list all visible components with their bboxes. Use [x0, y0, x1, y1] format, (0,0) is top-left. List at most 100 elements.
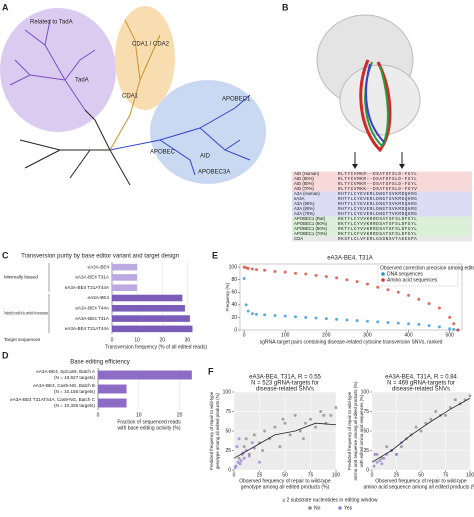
point	[468, 394, 472, 398]
point	[376, 320, 380, 324]
point	[395, 452, 398, 456]
bar	[98, 384, 127, 394]
point	[334, 406, 338, 410]
category-label: eA3A-BE4 T31A	[75, 275, 110, 280]
y-tick-label: 0	[234, 327, 237, 333]
point	[233, 466, 237, 470]
point	[407, 322, 411, 326]
y-tick-label: 25	[363, 448, 369, 454]
point	[365, 319, 369, 323]
alignment-row	[292, 226, 472, 232]
row-sequence: RHTYLCYEVERLDNGTTVKMDQHRG	[338, 212, 417, 217]
point	[427, 324, 431, 328]
alignment-row	[292, 201, 472, 207]
point	[254, 268, 258, 272]
x-tick-label: 20	[160, 337, 166, 343]
point	[242, 276, 246, 280]
point	[298, 429, 302, 433]
point	[424, 421, 428, 425]
row-sequence: RKSFLCLVFERLGSSNSVTAEEGPA	[338, 237, 417, 242]
x-tick-label: 200	[322, 332, 331, 338]
point	[355, 280, 359, 284]
point	[304, 272, 308, 276]
point	[283, 270, 287, 274]
y-tick-label: 50	[225, 428, 231, 434]
point	[236, 460, 240, 464]
cluster	[0, 8, 116, 132]
alignment-row	[292, 211, 472, 217]
branch	[109, 39, 141, 151]
point	[244, 437, 248, 441]
x-tick-label: 75	[308, 472, 314, 478]
x-tick-label: 100	[466, 472, 474, 478]
category-label: eA3A-BE4 T31AT44A	[65, 326, 110, 331]
x-axis-label: Transversion frequency (% of all edited …	[105, 344, 207, 350]
point	[239, 459, 243, 463]
chart-title: Transversion purity by base editor varia…	[21, 254, 179, 260]
y-tick-label: 40	[231, 302, 237, 308]
point	[247, 454, 251, 458]
row-sequence: RHTYLCYEVERLDNGTSVKMDQHRG	[338, 197, 417, 202]
chart-subtitle: N = 523 gRNA-targets for	[251, 381, 319, 387]
point	[242, 445, 246, 449]
point	[283, 421, 287, 425]
alignment-row	[292, 176, 472, 182]
category-note: (N = 10,627 targets)	[54, 375, 95, 380]
point	[419, 429, 423, 433]
panel-label: F	[208, 366, 214, 376]
y-axis-label: Frequency (%)	[225, 282, 230, 311]
point	[380, 462, 384, 466]
bar	[112, 294, 183, 302]
point	[250, 267, 254, 271]
point	[254, 312, 258, 316]
row-sequence: RLTYCVMKR--DSATSFSLD-FGYL	[338, 182, 417, 187]
x-tick-label: 0	[97, 412, 100, 418]
point	[319, 410, 323, 413]
loop	[359, 59, 392, 153]
x-axis-label: with base editing activity (%)	[117, 425, 180, 431]
row-sequence: RKTYLCYVVKRRDSATSFSLDFGYL	[338, 217, 417, 222]
alignment-row	[292, 181, 472, 187]
x-tick-label: 10	[134, 337, 140, 343]
branch	[234, 94, 251, 109]
point	[417, 297, 421, 301]
row-name: AID (70%)	[294, 186, 314, 191]
branch	[69, 149, 91, 179]
row-sequence: RKTYLCYVVKRRDSATSFSLDFGYL	[338, 222, 417, 227]
branch	[159, 139, 196, 176]
category-label: eA3A-BE4, SpCas9, Batch A	[36, 369, 96, 374]
category-note: (N = 10,156 targets)	[54, 389, 95, 394]
alignment-row	[292, 221, 472, 227]
row-sequence: RHTYLCYEVERLDNGTSVKMDQHRG	[338, 192, 417, 197]
point	[304, 315, 308, 319]
bar	[112, 325, 193, 333]
y-axis-label: genotype among all edited products (%)	[215, 392, 220, 469]
chart-title: eA3A-BE4, T31A, R = 0.55	[249, 375, 321, 381]
row-sequence: RHTYLCYEVERLDNGTSVKMDQHRG	[338, 202, 417, 207]
x-axis-label: amino acid sequence among all edited pro…	[363, 484, 474, 490]
point	[250, 312, 254, 316]
x-axis-label: Observed frequency of repair to wild-typ…	[239, 478, 331, 484]
x-tick-label: 25	[394, 472, 400, 478]
point	[278, 445, 282, 449]
point	[452, 327, 456, 331]
bar	[98, 398, 127, 408]
point	[456, 328, 460, 332]
point	[246, 309, 250, 313]
y-tick-label: 50	[363, 428, 369, 434]
branch	[109, 149, 131, 186]
point	[263, 313, 267, 317]
point	[429, 417, 433, 421]
branch	[24, 149, 61, 169]
category-label: eA3A-BE4 T31AT44A	[65, 285, 110, 290]
x-tick-label: 0	[233, 472, 236, 478]
legend-label: DNA sequences	[387, 271, 423, 277]
point	[382, 456, 386, 460]
point	[324, 317, 328, 321]
row-name: A3A (80%)	[294, 206, 315, 211]
point	[273, 314, 277, 318]
y-tick-label: 75	[363, 409, 369, 415]
point	[322, 413, 326, 417]
x-axis-label: genotype among all edited products (%)	[241, 484, 330, 490]
point	[396, 290, 400, 294]
